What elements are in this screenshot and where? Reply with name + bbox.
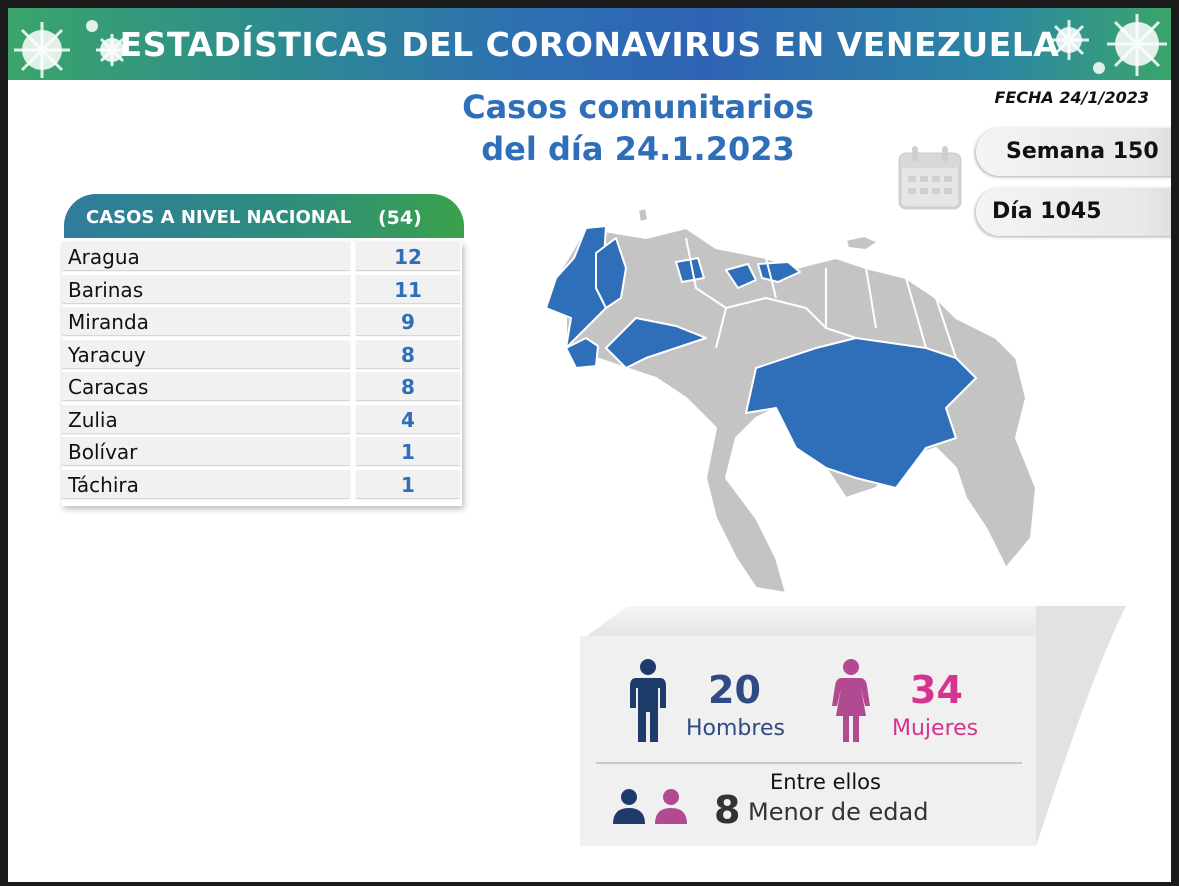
minors-label: Menor de edad [748, 798, 929, 826]
between-label: Entre ellos [770, 770, 881, 794]
state-name: Aragua [68, 245, 140, 269]
table-row: Miranda 9 [62, 307, 462, 335]
minor-woman-icon [655, 789, 687, 824]
stats-panel-curl [1036, 606, 1126, 846]
virus-icon [14, 20, 128, 78]
day-counter: Día 1045 [976, 188, 1171, 236]
table-row: Aragua 12 [62, 242, 462, 270]
table-row: Caracas 8 [62, 372, 462, 400]
table-row: Zulia 4 [62, 404, 462, 433]
women-count: 34 [910, 668, 963, 712]
state-cases: 1 [401, 472, 415, 497]
table-row: Táchira 1 [62, 469, 462, 498]
date-label: FECHA 24/1/2023 [994, 88, 1149, 107]
state-name: Barinas [68, 277, 144, 302]
state-bolivar [745, 337, 977, 489]
state-zulia-lake-region [595, 237, 627, 309]
venezuela-map [545, 207, 1037, 594]
title-line-1: Casos comunitarios [462, 88, 814, 126]
page-title: Casos comunitarios del día 24.1.2023 [438, 86, 838, 170]
week-counter: Semana 150 [976, 128, 1171, 176]
state-cases: 4 [401, 407, 415, 432]
week-label: Semana 150 [1006, 139, 1159, 164]
state-name: Caracas [68, 375, 149, 399]
minors-count: 8 [714, 788, 741, 832]
header-banner: ESTADÍSTICAS DEL CORONAVIRUS EN VENEZUEL… [8, 8, 1171, 80]
state-tachira [565, 337, 599, 369]
men-count: 20 [708, 668, 761, 712]
minor-man-icon [613, 789, 645, 824]
state-cases: 1 [401, 440, 415, 464]
state-name: Bolívar [68, 440, 138, 464]
woman-icon [832, 659, 870, 742]
state-name: Miranda [68, 310, 149, 334]
man-icon [630, 659, 666, 742]
state-cases: 8 [401, 375, 415, 399]
table-row: Yaracuy 8 [62, 339, 462, 368]
day-label: Día 1045 [992, 199, 1102, 224]
infographic: ESTADÍSTICAS DEL CORONAVIRUS EN VENEZUEL… [8, 8, 1171, 882]
state-aragua [725, 263, 757, 289]
state-name: Zulia [68, 407, 118, 432]
title-line-2: del día 24.1.2023 [481, 130, 795, 168]
state-cases: 12 [394, 245, 422, 269]
stats-panel-top [584, 606, 1124, 638]
state-cases: 8 [401, 342, 415, 367]
banner-title: ESTADÍSTICAS DEL CORONAVIRUS EN VENEZUEL… [119, 25, 1060, 64]
map-region [637, 207, 649, 223]
national-cases-header: CASOS A NIVEL NACIONAL (54) [64, 194, 464, 238]
state-barinas [605, 317, 707, 369]
stats-divider [596, 762, 1022, 764]
calendar-icon [898, 146, 962, 210]
state-cases: 11 [394, 277, 422, 302]
men-label: Hombres [686, 716, 785, 741]
state-name: Yaracuy [68, 342, 146, 367]
map-region [845, 235, 879, 251]
national-heading: CASOS A NIVEL NACIONAL [86, 207, 352, 228]
table-row: Bolívar 1 [62, 437, 462, 465]
virus-icon [1049, 14, 1167, 76]
state-name: Táchira [68, 472, 139, 497]
table-row: Barinas 11 [62, 274, 462, 303]
national-total: (54) [378, 207, 422, 229]
state-table: Aragua 12 Barinas 11 Miranda 9 Yaracuy 8… [62, 242, 462, 506]
women-label: Mujeres [892, 716, 979, 741]
state-cases: 9 [401, 310, 415, 334]
